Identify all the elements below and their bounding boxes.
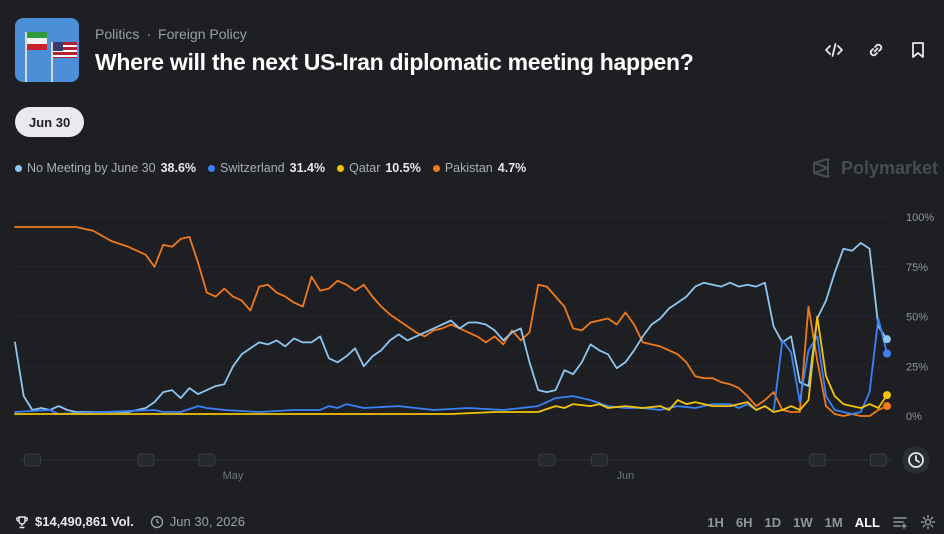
- trophy-icon: [16, 515, 28, 528]
- range-all[interactable]: ALL: [854, 514, 880, 530]
- chart-series: [14, 226, 888, 417]
- chart-scrollbar: [20, 453, 892, 467]
- end-date-value: Jun 30, 2026: [169, 514, 245, 529]
- series-end-point-qatar: [883, 391, 891, 400]
- legend-item-no-meeting[interactable]: No Meeting by June 30 38.6%: [15, 161, 196, 175]
- x-tick-label: May: [223, 470, 244, 482]
- range-1d[interactable]: 1D: [764, 514, 782, 530]
- breadcrumb-foreign-policy[interactable]: Foreign Policy: [158, 26, 247, 42]
- chart-grid: [15, 216, 895, 417]
- breadcrumb-politics[interactable]: Politics: [95, 26, 140, 42]
- breadcrumb: Politics · Foreign Policy: [95, 26, 247, 42]
- y-axis-ticks: 100% 75% 50% 25% 0%: [906, 212, 934, 423]
- legend-item-qatar[interactable]: Qatar 10.5%: [337, 161, 421, 175]
- link-icon[interactable]: [866, 40, 886, 60]
- filter-lines-icon[interactable]: [892, 514, 908, 530]
- legend-label: Switzerland: [220, 161, 285, 175]
- y-tick-label: 75%: [906, 262, 928, 274]
- legend-dot: [15, 164, 22, 172]
- scroll-handle[interactable]: [137, 453, 155, 467]
- scroll-handle[interactable]: [590, 453, 608, 467]
- range-6h[interactable]: 6H: [735, 514, 753, 530]
- scroll-handle[interactable]: [198, 453, 216, 467]
- legend-item-switzerland[interactable]: Switzerland 31.4%: [208, 161, 325, 175]
- series-end-point-no-meeting-by-june-30: [883, 335, 891, 344]
- legend-value: 4.7%: [497, 161, 527, 175]
- legend-label: Pakistan: [444, 161, 493, 175]
- polymarket-icon: [812, 158, 829, 178]
- scroll-handle[interactable]: [808, 453, 826, 467]
- header-actions: [824, 40, 928, 60]
- legend-value: 31.4%: [289, 161, 326, 175]
- gear-icon[interactable]: [920, 514, 936, 530]
- series-end-point-switzerland: [883, 349, 891, 358]
- range-1w[interactable]: 1W: [793, 514, 813, 530]
- volume-value: $14,490,861 Vol.: [35, 514, 134, 529]
- scroll-handle[interactable]: [23, 453, 41, 467]
- market-footer: $14,490,861 Vol. Jun 30, 2026: [15, 514, 245, 529]
- series-end-point-pakistan: [883, 402, 891, 411]
- series-line-qatar: [14, 315, 888, 415]
- date-filter-pill[interactable]: Jun 30: [15, 107, 85, 137]
- x-axis-ticks: May Jun: [223, 470, 635, 482]
- history-clock-icon: [908, 452, 924, 468]
- polymarket-logo: Polymarket: [811, 157, 938, 179]
- chart-end-markers: [883, 335, 891, 411]
- legend-label: Qatar: [349, 161, 381, 175]
- volume-info: $14,490,861 Vol.: [15, 514, 134, 529]
- flags-image: [15, 18, 79, 82]
- page-title: Where will the next US-Iran diplomatic m…: [95, 49, 694, 75]
- legend-dot: [432, 164, 440, 172]
- range-1m[interactable]: 1M: [824, 514, 843, 530]
- bookmark-icon[interactable]: [908, 40, 928, 60]
- legend-item-pakistan[interactable]: Pakistan 4.7%: [432, 161, 527, 175]
- legend-value: 10.5%: [385, 161, 421, 175]
- brand-name: Polymarket: [840, 157, 938, 178]
- legend-dot: [208, 164, 216, 172]
- scroll-handle[interactable]: [538, 453, 556, 467]
- legend-dot: [337, 164, 345, 172]
- end-date-info: Jun 30, 2026: [150, 514, 245, 529]
- market-thumbnail: [15, 18, 79, 82]
- clock-icon: [150, 515, 163, 528]
- legend-value: 38.6%: [160, 161, 197, 175]
- breadcrumb-separator: ·: [146, 26, 152, 42]
- range-1h[interactable]: 1H: [707, 514, 724, 530]
- series-line-pakistan: [14, 226, 888, 417]
- y-tick-label: 100%: [906, 212, 934, 224]
- y-tick-label: 25%: [906, 361, 928, 373]
- time-range-selector: 1H 6H 1D 1W 1M ALL: [707, 514, 936, 530]
- legend-label: No Meeting by June 30: [27, 161, 156, 175]
- y-tick-label: 0%: [906, 411, 922, 423]
- scroll-handle[interactable]: [869, 453, 887, 467]
- code-icon[interactable]: [824, 40, 844, 60]
- chart-legend: No Meeting by June 30 38.6% Switzerland …: [15, 161, 526, 175]
- history-clock-button[interactable]: [902, 446, 930, 474]
- x-tick-label: Jun: [617, 470, 635, 482]
- y-tick-label: 50%: [906, 312, 928, 324]
- series-line-no-meeting-by-june-30: [14, 242, 888, 413]
